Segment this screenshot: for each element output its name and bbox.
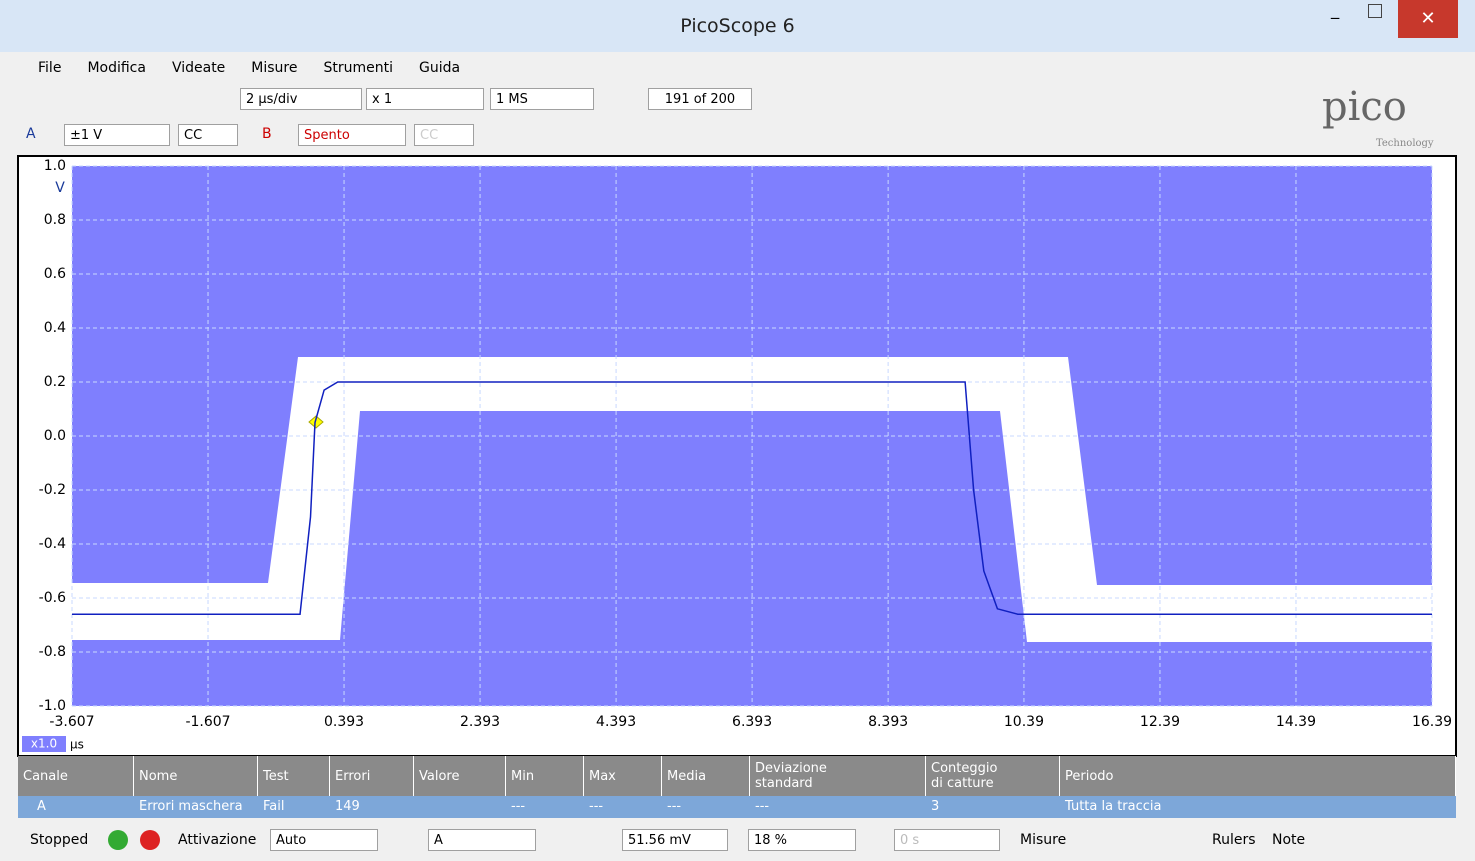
run-button[interactable] bbox=[108, 830, 128, 850]
column-header: Deviazione standard bbox=[750, 756, 926, 796]
y-tick-label: 0.4 bbox=[44, 320, 66, 336]
channel-b-coupling[interactable]: CC bbox=[414, 124, 474, 146]
y-tick-label: 0.0 bbox=[44, 428, 66, 444]
x-tick-label: -1.607 bbox=[185, 714, 230, 730]
trace bbox=[72, 381, 1432, 615]
y-tick-label: 1.0 bbox=[44, 158, 66, 174]
status-bar: Stopped Attivazione Auto A 51.56 mV 18 %… bbox=[16, 822, 1456, 860]
logo: pico bbox=[1322, 84, 1407, 130]
table-cell: Fail bbox=[263, 799, 285, 814]
menu-item[interactable]: Strumenti bbox=[323, 60, 394, 76]
pretrigger[interactable]: 18 % bbox=[748, 829, 856, 851]
x-tick-label: 12.39 bbox=[1140, 714, 1180, 730]
column-header: Periodo bbox=[1060, 756, 1456, 796]
close-button[interactable]: ✕ bbox=[1398, 0, 1458, 38]
menu-item[interactable]: Misure bbox=[251, 60, 298, 76]
delay[interactable]: 0 s bbox=[894, 829, 1000, 851]
x-scale: x1.0 bbox=[31, 737, 57, 751]
y-tick-label: -1.0 bbox=[39, 698, 66, 714]
menu-item[interactable]: Videate bbox=[171, 60, 226, 76]
x-tick-label: 0.393 bbox=[324, 714, 364, 730]
channel-b[interactable]: B bbox=[262, 126, 272, 142]
state: Stopped bbox=[30, 832, 89, 848]
x-tick-label: 2.393 bbox=[460, 714, 500, 730]
rulers[interactable]: Rulers bbox=[1212, 832, 1256, 848]
x-tick-label: 14.39 bbox=[1276, 714, 1316, 730]
channel-b-range[interactable]: Spento bbox=[298, 124, 406, 146]
y-tick-label: 0.8 bbox=[44, 212, 66, 228]
channel-a-range[interactable]: ±1 V bbox=[64, 124, 170, 146]
trigger-mode[interactable]: Auto bbox=[270, 829, 378, 851]
maximize-button[interactable] bbox=[1368, 4, 1382, 18]
table-cell: Errori maschera bbox=[139, 799, 243, 814]
x-tick-label: 6.393 bbox=[732, 714, 772, 730]
column-header: Max bbox=[584, 756, 662, 796]
mask bbox=[72, 357, 1432, 642]
x-unit: µs bbox=[70, 738, 84, 752]
y-tick-label: -0.4 bbox=[39, 536, 66, 552]
trigger-marker bbox=[308, 415, 324, 429]
y-tick-label: -0.6 bbox=[39, 590, 66, 606]
table-cell: A bbox=[37, 799, 46, 814]
measurements-table: Canale Nome Test Errori Valore Min Max Media Dev… bbox=[18, 756, 1456, 818]
y-tick-label: -0.8 bbox=[39, 644, 66, 660]
y-tick-label: 0.6 bbox=[44, 266, 66, 282]
x-tick-label: 4.393 bbox=[596, 714, 636, 730]
stop-button[interactable] bbox=[140, 830, 160, 850]
y-tick-label: 0.2 bbox=[44, 374, 66, 390]
x-tick-label: 8.393 bbox=[868, 714, 908, 730]
x-tick-label: -3.607 bbox=[49, 714, 94, 730]
zoom[interactable]: x 1 bbox=[366, 88, 484, 110]
column-header: Media bbox=[662, 756, 750, 796]
menu-bar: File Modifica Videate Misure Strumenti Guida bbox=[16, 54, 1456, 82]
threshold[interactable]: 51.56 mV bbox=[622, 829, 728, 851]
channel-a[interactable]: A bbox=[26, 126, 36, 142]
title-bar: PicoScope 6 ✕ ‒ bbox=[0, 0, 1475, 52]
window-title: PicoScope 6 bbox=[680, 15, 795, 37]
menu-item[interactable]: Guida bbox=[419, 60, 461, 76]
channel-a-coupling[interactable]: CC bbox=[178, 124, 238, 146]
table-row bbox=[18, 796, 1456, 818]
samples[interactable]: 1 MS bbox=[490, 88, 594, 110]
menu-item[interactable]: Modifica bbox=[87, 60, 146, 76]
column-header: Errori bbox=[330, 756, 414, 796]
toolbars: 2 µs/div x 1 1 MS 191 of 200 A ±1 V CC B… bbox=[16, 84, 1456, 154]
column-header: Valore bbox=[414, 756, 506, 796]
y-tick-label: -0.2 bbox=[39, 482, 66, 498]
column-header: Nome bbox=[134, 756, 258, 796]
column-header: Canale bbox=[18, 756, 134, 796]
column-header: Test bbox=[258, 756, 330, 796]
table-cell: 3 bbox=[931, 799, 940, 814]
trigger-label: Attivazione bbox=[178, 832, 257, 848]
x-scale-box bbox=[22, 736, 66, 752]
minimize-button[interactable]: ‒ bbox=[1330, 8, 1341, 27]
measures[interactable]: Misure bbox=[1020, 832, 1067, 848]
buffer[interactable]: 191 of 200 bbox=[648, 88, 752, 110]
table-cell: 149 bbox=[335, 799, 360, 814]
table-cell: --- bbox=[755, 799, 770, 814]
table-cell: Tutta la traccia bbox=[1065, 799, 1162, 814]
column-header: Conteggio di catture bbox=[926, 756, 1060, 796]
table-cell: --- bbox=[667, 799, 682, 814]
y-unit: V bbox=[55, 180, 65, 196]
logo-sub: Technology bbox=[1376, 138, 1434, 149]
timebase[interactable]: 2 µs/div bbox=[240, 88, 362, 110]
table-cell: --- bbox=[589, 799, 604, 814]
column-header: Min bbox=[506, 756, 584, 796]
trigger-channel[interactable]: A bbox=[428, 829, 536, 851]
x-tick-label: 10.39 bbox=[1004, 714, 1044, 730]
x-tick-label: 16.39 bbox=[1412, 714, 1452, 730]
menu-item[interactable]: File bbox=[38, 60, 62, 76]
notes[interactable]: Note bbox=[1272, 832, 1306, 848]
table-cell: --- bbox=[511, 799, 526, 814]
